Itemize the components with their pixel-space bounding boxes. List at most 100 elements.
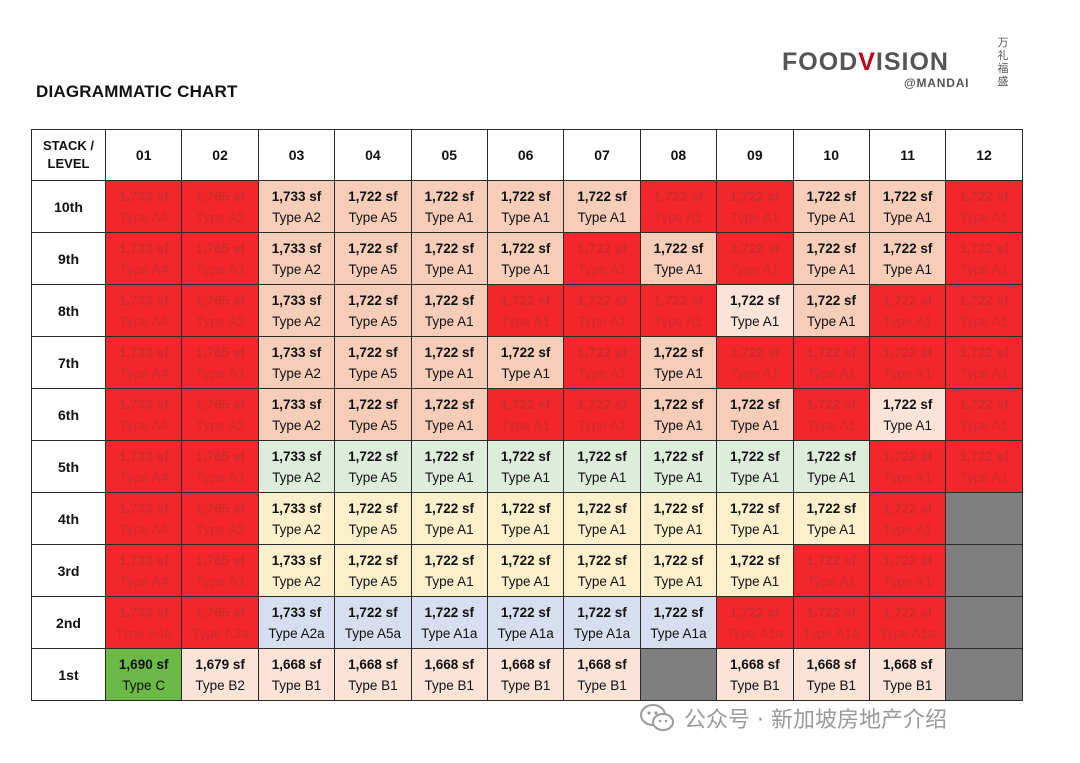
unit-size: 1,690 sf bbox=[118, 656, 169, 672]
unit-cell: 1,722 sf Type A1 bbox=[792, 544, 870, 597]
unit-type: Type A1 bbox=[959, 365, 1009, 381]
unit-size: 1,722 sf bbox=[730, 240, 780, 256]
unit-cell: 1,733 sf Type A2a bbox=[257, 596, 336, 649]
logo-subtitle: @MANDAI bbox=[904, 76, 970, 90]
unit-type: Type A5a bbox=[344, 625, 402, 641]
unit-cell: 1,668 sf Type B1 bbox=[868, 648, 947, 701]
stack-header-02: 02 bbox=[181, 129, 259, 181]
unit-cell: 1,722 sf Type A1 bbox=[792, 180, 870, 233]
unit-type: Type A1a bbox=[497, 625, 554, 641]
unit-type: Type A1 bbox=[730, 469, 780, 485]
unit-type: Type A3 bbox=[195, 261, 245, 277]
unit-type: Type A5 bbox=[348, 417, 398, 433]
unit-size: 1,722 sf bbox=[959, 292, 1009, 308]
unit-cell: 1,765 sf Type A3 bbox=[181, 180, 259, 233]
unit-cell: 1,733 sf Type A4 bbox=[104, 180, 183, 233]
level-row-10th: 10th 1,733 sf Type A4 1,765 sf Type A3 1,733 … bbox=[31, 180, 1023, 233]
unit-cell: 1,722 sf Type A1 bbox=[792, 388, 870, 441]
level-label: 8th bbox=[31, 284, 106, 337]
unit-cell: 1,722 sf Type A5 bbox=[334, 388, 412, 441]
unit-cell: 1,722 sf Type A5a bbox=[334, 596, 412, 649]
unit-type: Type A1 bbox=[577, 417, 627, 433]
unit-size: 1,722 sf bbox=[424, 344, 475, 360]
unit-type: Type A1 bbox=[806, 573, 856, 589]
unit-cell: 1,733 sf Type A4 bbox=[104, 388, 183, 441]
unit-cell: 1,722 sf Type A1 bbox=[486, 232, 565, 285]
unit-size: 1,722 sf bbox=[882, 292, 933, 308]
unit-cell: 1,722 sf Type A1 bbox=[410, 492, 488, 545]
unit-cell: 1,722 sf Type A1 bbox=[639, 440, 718, 493]
logo-wordmark: FOODVISION bbox=[782, 48, 949, 77]
unit-type: Type A1 bbox=[806, 365, 856, 381]
unit-size: 1,722 sf bbox=[424, 500, 475, 516]
unit-size: 1,722 sf bbox=[882, 552, 933, 568]
unit-type: Type A2 bbox=[272, 521, 321, 537]
unit-cell: 1,722 sf Type A1 bbox=[486, 388, 565, 441]
unit-type: Type A1a bbox=[803, 625, 860, 641]
level-row-1st: 1st 1,690 sf Type C 1,679 sf Type B2 1,668 sf… bbox=[31, 648, 1023, 701]
unit-size: 1,722 sf bbox=[653, 396, 704, 412]
unit-size: 1,722 sf bbox=[348, 552, 398, 568]
unit-size: 1,722 sf bbox=[806, 292, 856, 308]
unit-type: Type A3 bbox=[195, 365, 245, 381]
unit-cell: 1,722 sf Type A1 bbox=[792, 440, 870, 493]
unit-size: 1,668 sf bbox=[348, 656, 398, 672]
unit-size: 1,722 sf bbox=[653, 448, 704, 464]
unit-cell: 1,722 sf Type A1 bbox=[716, 232, 794, 285]
unit-cell: 1,722 sf Type A1 bbox=[563, 440, 641, 493]
unit-cell: 1,722 sf Type A1 bbox=[945, 180, 1023, 233]
unit-type: Type A1 bbox=[806, 261, 856, 277]
watermark: 公众号 · 新加坡房地产介绍 bbox=[640, 702, 947, 734]
unit-cell: 1,733 sf Type A2 bbox=[257, 180, 336, 233]
unit-type: Type B1 bbox=[500, 677, 551, 693]
unit-cell: 1,722 sf Type A1 bbox=[868, 284, 947, 337]
unit-cell: 1,722 sf Type A1 bbox=[486, 180, 565, 233]
stack-header-09: 09 bbox=[716, 129, 794, 181]
unit-cell: 1,679 sf Type B2 bbox=[181, 648, 259, 701]
unit-type: Type A2 bbox=[272, 365, 321, 381]
unit-size: 1,722 sf bbox=[959, 344, 1009, 360]
unit-size: 1,722 sf bbox=[882, 240, 933, 256]
unit-size: 1,722 sf bbox=[882, 448, 933, 464]
unit-cell: 1,722 sf Type A1a bbox=[410, 596, 488, 649]
unit-size: 1,722 sf bbox=[500, 604, 551, 620]
unit-cell: 1,733 sf Type A2 bbox=[257, 492, 336, 545]
unit-type: Type A1 bbox=[730, 365, 780, 381]
unit-type: Type A1a bbox=[650, 625, 707, 641]
unit-size: 1,679 sf bbox=[195, 656, 245, 672]
unit-size: 1,722 sf bbox=[424, 240, 475, 256]
unit-type: Type A1 bbox=[806, 313, 856, 329]
unit-size: 1,722 sf bbox=[730, 344, 780, 360]
unit-type: Type A1 bbox=[654, 209, 703, 225]
unit-size: 1,733 sf bbox=[271, 188, 322, 204]
level-row-4th: 4th 1,733 sf Type A4 1,765 sf Type A3 1,733 s… bbox=[31, 492, 1023, 545]
unit-size: 1,722 sf bbox=[424, 448, 475, 464]
unit-size: 1,722 sf bbox=[577, 396, 627, 412]
unit-cell: 1,690 sf Type C bbox=[104, 648, 183, 701]
unit-type: Type B2 bbox=[195, 677, 245, 693]
unit-cell: 1,722 sf Type A1 bbox=[410, 388, 488, 441]
unit-size: 1,668 sf bbox=[271, 656, 322, 672]
unit-type: Type A2 bbox=[272, 469, 321, 485]
unit-size: 1,733 sf bbox=[271, 552, 322, 568]
unit-size: 1,733 sf bbox=[271, 448, 322, 464]
stack-header-06: 06 bbox=[486, 129, 565, 181]
watermark-text: 公众号 · 新加坡房地产介绍 bbox=[684, 708, 947, 733]
unit-size: 1,722 sf bbox=[882, 500, 933, 516]
stack-header-05: 05 bbox=[410, 129, 488, 181]
unit-cell: 1,722 sf Type A5 bbox=[334, 492, 412, 545]
unit-size: 1,765 sf bbox=[195, 240, 245, 256]
unit-cell: 1,722 sf Type A1a bbox=[868, 596, 947, 649]
unit-cell: 1,733 sf Type A2 bbox=[257, 284, 336, 337]
unit-cell: 1,722 sf Type A1 bbox=[563, 336, 641, 389]
unit-size: 1,722 sf bbox=[348, 240, 398, 256]
unit-type: Type A1 bbox=[577, 261, 627, 277]
unit-size: 1,765 sf bbox=[195, 188, 245, 204]
unit-type: Type C bbox=[122, 677, 166, 693]
level-label: 1st bbox=[31, 648, 106, 701]
unit-cell: 1,722 sf Type A5 bbox=[334, 440, 412, 493]
unit-type: Type A1 bbox=[577, 573, 627, 589]
unit-size: 1,722 sf bbox=[348, 396, 398, 412]
stack-header-08: 08 bbox=[639, 129, 718, 181]
unit-type: Type A4 bbox=[119, 365, 169, 381]
